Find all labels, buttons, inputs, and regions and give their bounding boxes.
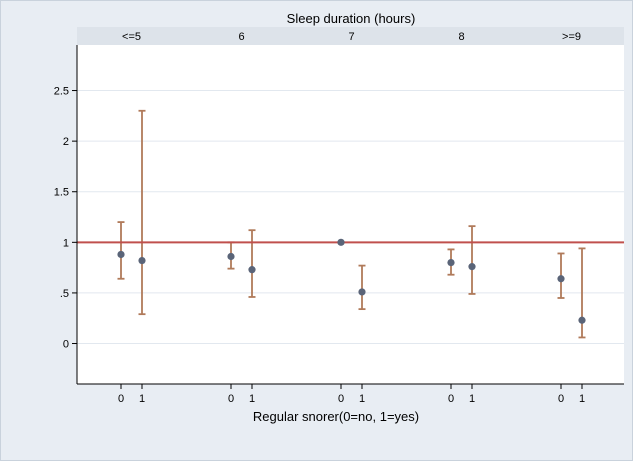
- y-tick-label: 1.5: [54, 187, 69, 199]
- estimate-point: [248, 266, 256, 274]
- estimate-point: [117, 250, 125, 259]
- y-tick-label: .5: [60, 288, 69, 300]
- facet-label: 7: [348, 31, 354, 43]
- y-tick-label: 2: [63, 136, 69, 148]
- y-tick-label: 2.5: [54, 86, 69, 98]
- estimate-point: [447, 258, 455, 267]
- error-bars: [117, 109, 586, 339]
- plot-area: [77, 45, 624, 384]
- estimate-point: [468, 263, 476, 271]
- estimate-point: [227, 252, 235, 261]
- estimate-point: [557, 275, 565, 283]
- x-tick-label: 0: [228, 393, 234, 405]
- y-tick-label: 1: [63, 237, 69, 249]
- facet-label: 6: [238, 31, 244, 43]
- x-tick-label: 1: [249, 393, 255, 405]
- x-tick-label: 0: [448, 393, 454, 405]
- estimate-point: [337, 238, 345, 246]
- x-axis-label: Regular snorer(0=no, 1=yes): [253, 409, 419, 424]
- estimate-point: [578, 316, 586, 324]
- y-axis: 0 .5 1 1.5 2 2.5: [54, 45, 78, 384]
- facet-title: Sleep duration (hours): [287, 11, 416, 26]
- x-tick-label: 0: [118, 393, 124, 405]
- facet-labels: <=5 6 7 8 >=9: [122, 31, 581, 43]
- points: [117, 238, 586, 324]
- x-tick-label: 1: [469, 393, 475, 405]
- facet-label: <=5: [122, 31, 141, 43]
- x-tick-label: 1: [359, 393, 365, 405]
- x-tick-label: 1: [579, 393, 585, 405]
- x-tick-label: 1: [139, 393, 145, 405]
- y-tick-label: 0: [63, 339, 69, 351]
- facet-strip: [77, 27, 624, 45]
- x-tick-label: 0: [338, 393, 344, 405]
- x-tick-label: 0: [558, 393, 564, 405]
- x-axis: 0 1 0 1 0 1 0 1 0 1: [77, 383, 624, 405]
- estimate-point: [358, 288, 366, 296]
- estimate-point: [138, 256, 146, 265]
- facet-label: >=9: [562, 31, 581, 43]
- facet-label: 8: [458, 31, 464, 43]
